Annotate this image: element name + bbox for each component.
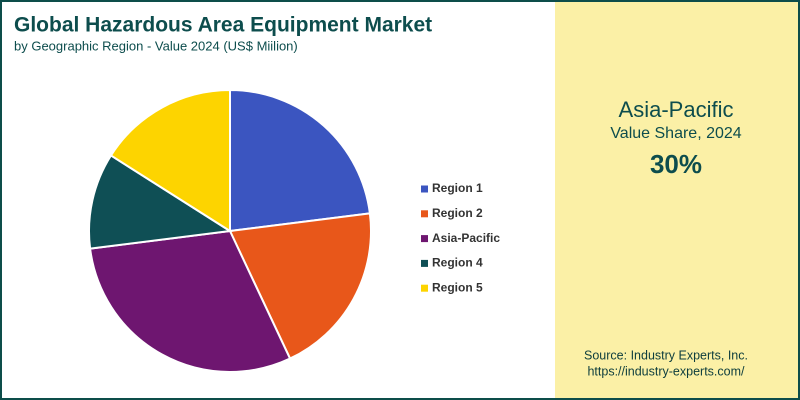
legend-swatch: [421, 185, 428, 193]
legend-label: Region 2: [432, 206, 483, 220]
pie-slice: [88, 229, 292, 373]
source-url: https://industry-experts.com/: [587, 364, 745, 378]
pie-slice: [88, 154, 233, 250]
side-panel: [555, 0, 800, 400]
highlight-category: Asia-Pacific: [619, 97, 734, 122]
legend-label: Region 1: [432, 181, 483, 195]
source: Source: Industry Experts, Inc.: [584, 348, 748, 362]
legend-label: Region 5: [432, 280, 483, 294]
legend-swatch: [421, 210, 428, 218]
highlight-value: 30%: [650, 149, 702, 179]
pie-slice: [229, 88, 372, 233]
legend-swatch: [421, 235, 428, 243]
pie-slice: [228, 212, 372, 360]
legend-label: Region 4: [432, 256, 483, 270]
legend-label: Asia-Pacific: [432, 231, 500, 245]
legend-swatch: [421, 259, 428, 267]
chart-title: Global Hazardous Area Equipment Market: [14, 14, 432, 37]
highlight-label: Value Share, 2024: [610, 125, 741, 142]
chart-subtitle: by Geographic Region - Value 2024 (US$ M…: [14, 38, 298, 53]
pie-slice: [109, 88, 231, 233]
legend-swatch: [421, 284, 428, 292]
